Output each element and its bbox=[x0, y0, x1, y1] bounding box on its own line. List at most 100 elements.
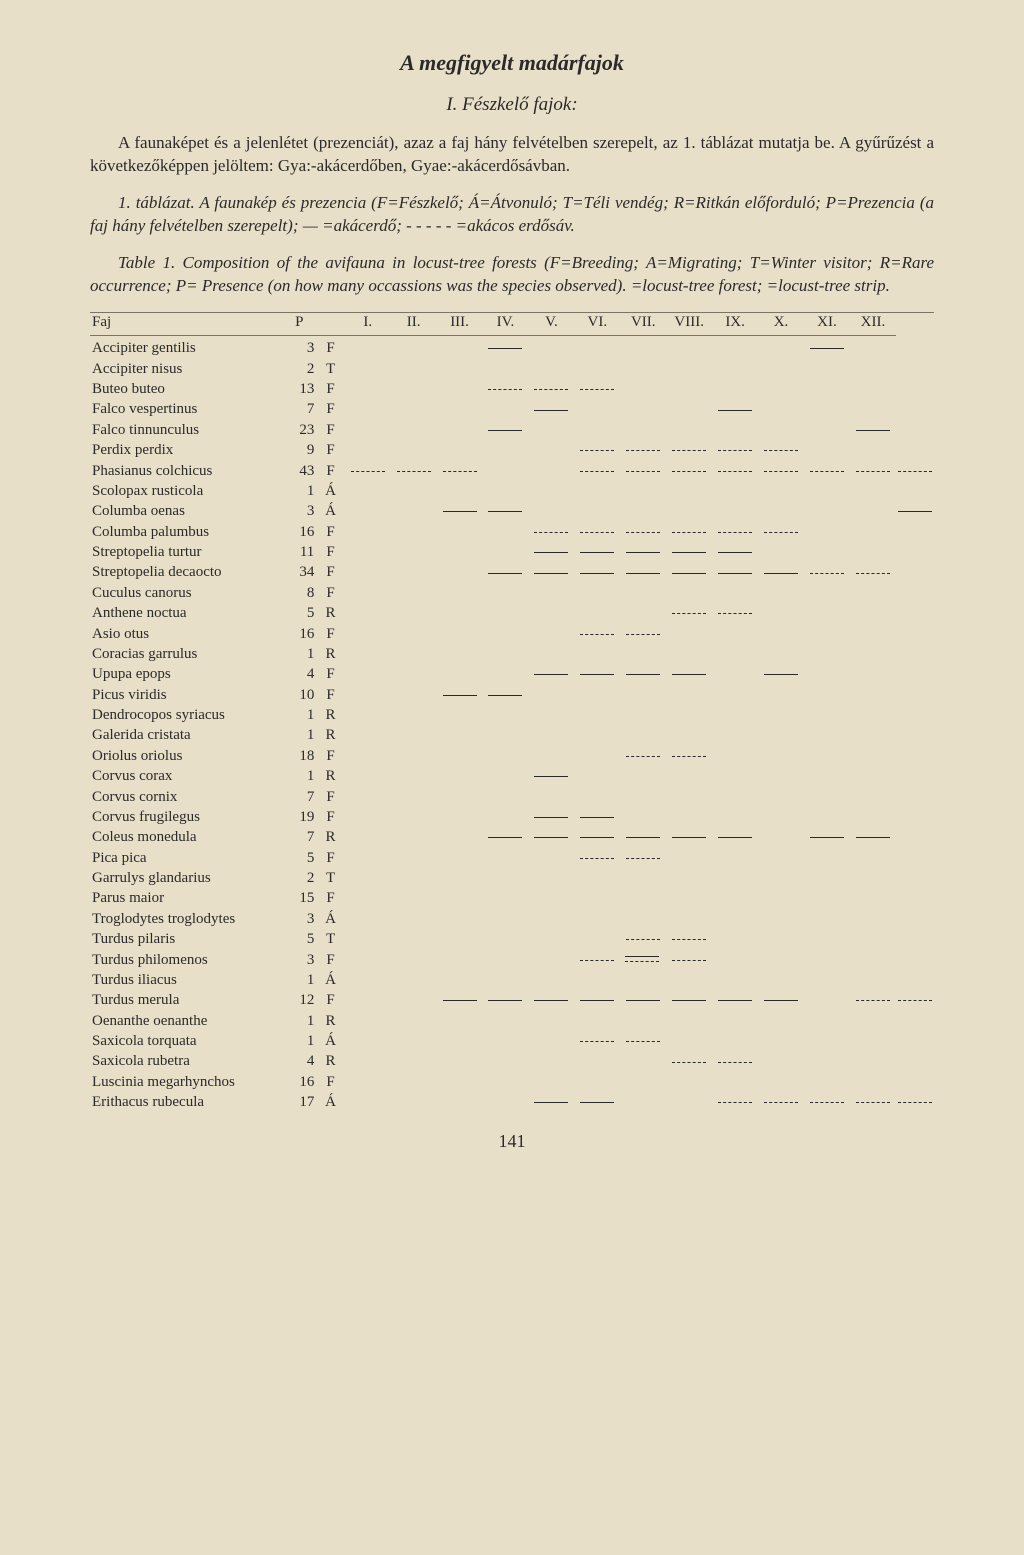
month-cell bbox=[896, 563, 934, 583]
month-cell bbox=[666, 644, 712, 664]
month-cell bbox=[391, 624, 437, 644]
solid-bar bbox=[672, 674, 706, 675]
month-cell bbox=[850, 705, 896, 725]
status-code: Á bbox=[316, 502, 344, 522]
table-row: Turdus merula12F bbox=[90, 991, 934, 1011]
month-cell bbox=[896, 1052, 934, 1072]
status-code: T bbox=[316, 359, 344, 379]
month-cell bbox=[345, 807, 391, 827]
month-cell bbox=[712, 481, 758, 501]
dashed-bar bbox=[672, 756, 706, 757]
month-cell bbox=[620, 705, 666, 725]
species-name: Columba oenas bbox=[90, 502, 282, 522]
month-cell bbox=[804, 644, 850, 664]
species-name: Oriolus oriolus bbox=[90, 746, 282, 766]
month-cell bbox=[850, 889, 896, 909]
dashed-bar bbox=[672, 960, 706, 961]
presence-value: 17 bbox=[282, 1093, 316, 1113]
month-cell bbox=[712, 644, 758, 664]
month-cell bbox=[896, 522, 934, 542]
table-row: Corvus frugilegus19F bbox=[90, 807, 934, 827]
month-cell bbox=[345, 542, 391, 562]
month-cell bbox=[528, 868, 574, 888]
species-name: Luscinia megarhynchos bbox=[90, 1072, 282, 1092]
month-cell bbox=[528, 420, 574, 440]
month-cell bbox=[666, 685, 712, 705]
month-cell bbox=[345, 461, 391, 481]
month-cell bbox=[712, 1011, 758, 1031]
month-cell bbox=[345, 563, 391, 583]
species-name: Streptopelia turtur bbox=[90, 542, 282, 562]
month-cell bbox=[437, 767, 483, 787]
status-code: R bbox=[316, 604, 344, 624]
table-row: Streptopelia decaocto34F bbox=[90, 563, 934, 583]
status-code: R bbox=[316, 1011, 344, 1031]
month-cell bbox=[574, 665, 620, 685]
solid-bar bbox=[534, 552, 568, 553]
month-cell bbox=[483, 828, 529, 848]
month-cell bbox=[437, 1093, 483, 1113]
month-cell bbox=[666, 379, 712, 399]
dashed-bar bbox=[626, 1041, 660, 1042]
table-row: Phasianus colchicus43F bbox=[90, 461, 934, 481]
month-cell bbox=[666, 359, 712, 379]
month-cell bbox=[483, 726, 529, 746]
month-cell bbox=[620, 909, 666, 929]
month-cell bbox=[850, 828, 896, 848]
table-row: Cuculus canorus8F bbox=[90, 583, 934, 603]
month-cell bbox=[896, 644, 934, 664]
presence-value: 23 bbox=[282, 420, 316, 440]
month-cell bbox=[528, 461, 574, 481]
month-cell bbox=[712, 1093, 758, 1113]
species-name: Saxicola torquata bbox=[90, 1031, 282, 1051]
month-cell bbox=[437, 807, 483, 827]
month-cell bbox=[528, 909, 574, 929]
month-cell bbox=[574, 542, 620, 562]
month-cell bbox=[804, 400, 850, 420]
dashed-bar bbox=[488, 389, 522, 390]
month-cell bbox=[437, 889, 483, 909]
month-cell bbox=[391, 787, 437, 807]
month-cell bbox=[712, 461, 758, 481]
month-cell bbox=[391, 991, 437, 1011]
month-cell bbox=[620, 685, 666, 705]
presence-value: 16 bbox=[282, 624, 316, 644]
month-cell bbox=[437, 1052, 483, 1072]
month-cell bbox=[483, 705, 529, 725]
month-cell bbox=[483, 583, 529, 603]
presence-value: 3 bbox=[282, 335, 316, 359]
month-cell bbox=[666, 502, 712, 522]
month-cell bbox=[528, 441, 574, 461]
month-cell bbox=[437, 726, 483, 746]
month-cell bbox=[804, 828, 850, 848]
solid-bar bbox=[534, 837, 568, 838]
month-cell bbox=[666, 563, 712, 583]
month-cell bbox=[896, 848, 934, 868]
month-cell bbox=[850, 335, 896, 359]
month-cell bbox=[850, 441, 896, 461]
month-cell bbox=[712, 624, 758, 644]
month-cell bbox=[666, 665, 712, 685]
month-cell bbox=[483, 522, 529, 542]
table-row: Parus maior15F bbox=[90, 889, 934, 909]
month-cell bbox=[345, 726, 391, 746]
month-cell bbox=[666, 828, 712, 848]
month-cell bbox=[528, 705, 574, 725]
month-cell bbox=[574, 767, 620, 787]
month-cell bbox=[437, 420, 483, 440]
month-cell bbox=[758, 1031, 804, 1051]
month-cell bbox=[437, 930, 483, 950]
dashed-bar bbox=[718, 613, 752, 614]
solid-bar bbox=[488, 430, 522, 431]
presence-value: 3 bbox=[282, 502, 316, 522]
month-cell bbox=[620, 359, 666, 379]
month-cell bbox=[345, 583, 391, 603]
month-cell bbox=[896, 970, 934, 990]
month-cell bbox=[574, 950, 620, 970]
month-cell bbox=[483, 400, 529, 420]
month-cell bbox=[712, 665, 758, 685]
species-name: Corvus corax bbox=[90, 767, 282, 787]
solid-bar bbox=[443, 511, 477, 512]
month-cell bbox=[528, 563, 574, 583]
month-cell bbox=[574, 359, 620, 379]
